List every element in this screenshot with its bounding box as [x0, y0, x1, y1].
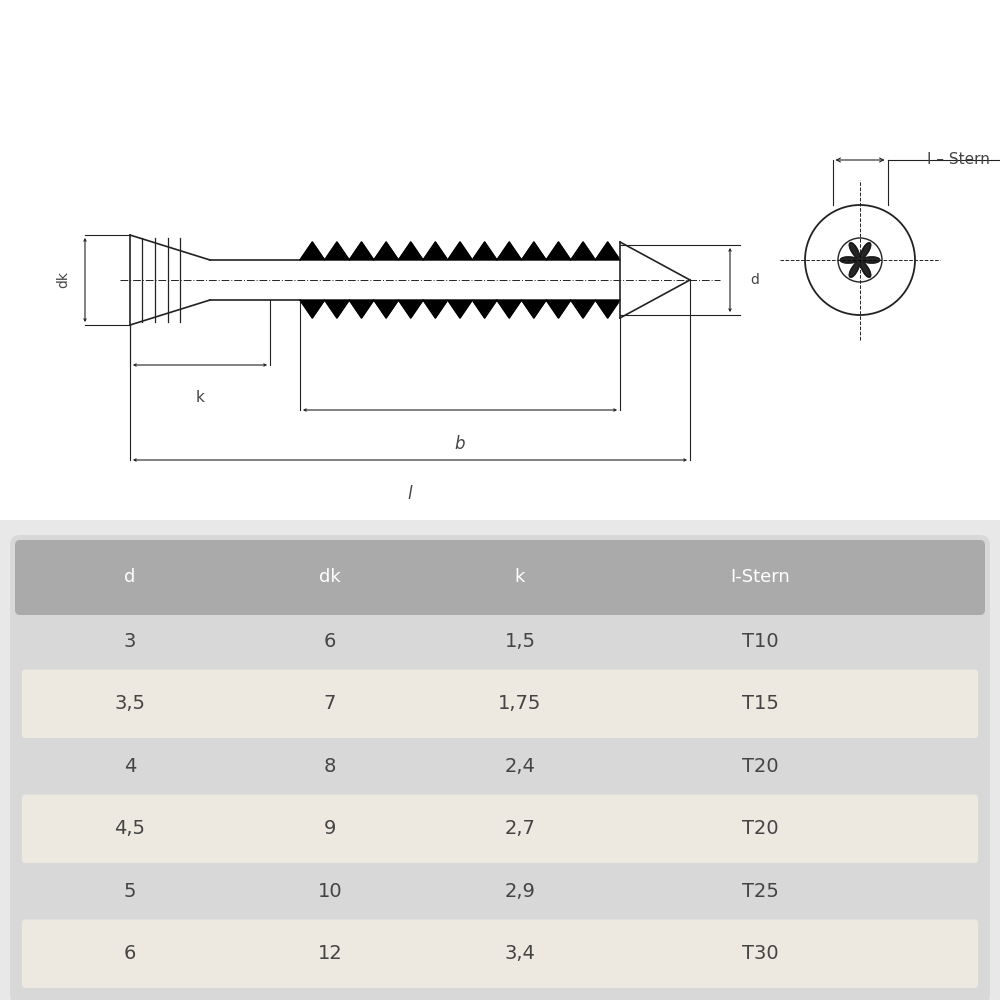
Polygon shape	[472, 300, 497, 318]
Polygon shape	[546, 242, 571, 260]
Text: T10: T10	[742, 632, 778, 651]
Text: d: d	[124, 568, 136, 586]
Text: l: l	[408, 485, 412, 503]
Polygon shape	[497, 300, 522, 318]
Text: 2,4: 2,4	[505, 757, 535, 776]
Text: 1,75: 1,75	[498, 694, 542, 713]
Polygon shape	[423, 300, 448, 318]
Polygon shape	[571, 300, 595, 318]
Polygon shape	[349, 242, 374, 260]
Text: 4,5: 4,5	[114, 819, 146, 838]
Polygon shape	[497, 242, 522, 260]
Text: d: d	[750, 273, 759, 287]
Text: 3: 3	[124, 632, 136, 651]
Text: 2,7: 2,7	[505, 819, 535, 838]
Polygon shape	[423, 242, 448, 260]
Text: T30: T30	[742, 944, 778, 963]
FancyBboxPatch shape	[10, 535, 990, 1000]
Polygon shape	[522, 242, 546, 260]
Text: dk: dk	[319, 568, 341, 586]
Polygon shape	[374, 242, 398, 260]
Text: 6: 6	[124, 944, 136, 963]
Polygon shape	[398, 242, 423, 260]
FancyBboxPatch shape	[15, 540, 985, 615]
Text: 9: 9	[324, 819, 336, 838]
Text: 10: 10	[318, 882, 342, 901]
Polygon shape	[349, 300, 374, 318]
Text: 3,5: 3,5	[114, 694, 146, 713]
Polygon shape	[595, 242, 620, 260]
Text: 5: 5	[124, 882, 136, 901]
Polygon shape	[472, 242, 497, 260]
Text: 3,4: 3,4	[505, 944, 535, 963]
Text: I-Stern: I-Stern	[730, 568, 790, 586]
Polygon shape	[522, 300, 546, 318]
Polygon shape	[300, 300, 325, 318]
Text: k: k	[196, 390, 204, 405]
Text: 6: 6	[324, 632, 336, 651]
Bar	[0, 0, 1000, 520]
Polygon shape	[300, 242, 325, 260]
Polygon shape	[840, 243, 880, 277]
Text: T20: T20	[742, 757, 778, 776]
Text: T15: T15	[742, 694, 778, 713]
Polygon shape	[448, 300, 472, 318]
Text: T25: T25	[742, 882, 778, 901]
Polygon shape	[325, 300, 349, 318]
Text: dk: dk	[56, 271, 70, 288]
Polygon shape	[374, 300, 398, 318]
Polygon shape	[546, 300, 571, 318]
Polygon shape	[398, 300, 423, 318]
FancyBboxPatch shape	[22, 794, 978, 863]
Text: 1,5: 1,5	[505, 632, 536, 651]
FancyBboxPatch shape	[22, 920, 978, 988]
Text: 8: 8	[324, 757, 336, 776]
FancyBboxPatch shape	[22, 670, 978, 738]
Text: T20: T20	[742, 819, 778, 838]
Text: 4: 4	[124, 757, 136, 776]
Polygon shape	[325, 242, 349, 260]
Text: k: k	[515, 568, 525, 586]
Text: I – Stern: I – Stern	[927, 152, 990, 167]
Polygon shape	[595, 300, 620, 318]
Polygon shape	[571, 242, 595, 260]
Text: 12: 12	[318, 944, 342, 963]
Text: 7: 7	[324, 694, 336, 713]
Text: 2,9: 2,9	[505, 882, 535, 901]
Text: b: b	[455, 435, 465, 453]
Polygon shape	[448, 242, 472, 260]
